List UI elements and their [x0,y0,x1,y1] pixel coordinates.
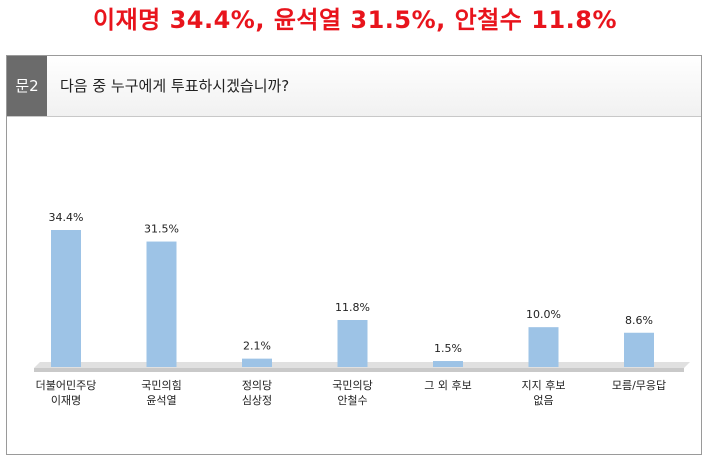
category-label-2-1: 심상정 [242,394,272,407]
value-label-4: 1.5% [434,342,462,355]
bar-5 [528,327,559,367]
headline: 이재명 34.4%, 윤석열 31.5%, 안철수 11.8% [92,6,618,34]
bar-4 [433,361,463,367]
bar-6 [624,332,654,367]
category-label-5-0: 지지 후보 [522,379,566,392]
category-label-5-1: 없음 [533,394,553,407]
question-card: 문2 다음 중 누구에게 투표하시겠습니까? [6,55,702,455]
value-label-6: 8.6% [625,314,653,327]
baseline-shelf-front [34,368,684,372]
value-label-1: 31.5% [144,223,179,236]
category-label-3-0: 국민의당 [332,379,372,392]
category-label-0-1: 이재명 [51,394,81,407]
category-label-0-0: 더불어민주당 [36,379,97,392]
category-label-4-0: 그 외 후보 [424,379,471,392]
value-label-0: 34.4% [49,211,84,224]
bar-0 [51,230,81,367]
value-label-2: 2.1% [243,340,271,353]
category-label-1-0: 국민의힘 [141,379,181,392]
category-label-6-0: 모름/무응답 [612,379,666,392]
bar-2 [242,358,272,367]
question-bar: 문2 다음 중 누구에게 투표하시겠습니까? [7,56,701,117]
question-text: 다음 중 누구에게 투표하시겠습니까? [60,77,290,95]
category-label-2-0: 정의당 [242,379,272,392]
value-label-5: 10.0% [526,308,561,321]
question-number: 문2 [7,56,47,116]
bar-1 [146,241,177,367]
category-label-1-1: 윤석열 [146,394,176,407]
value-label-3: 11.8% [335,301,370,314]
bar-3 [337,320,368,367]
category-label-3-1: 안철수 [337,394,367,407]
